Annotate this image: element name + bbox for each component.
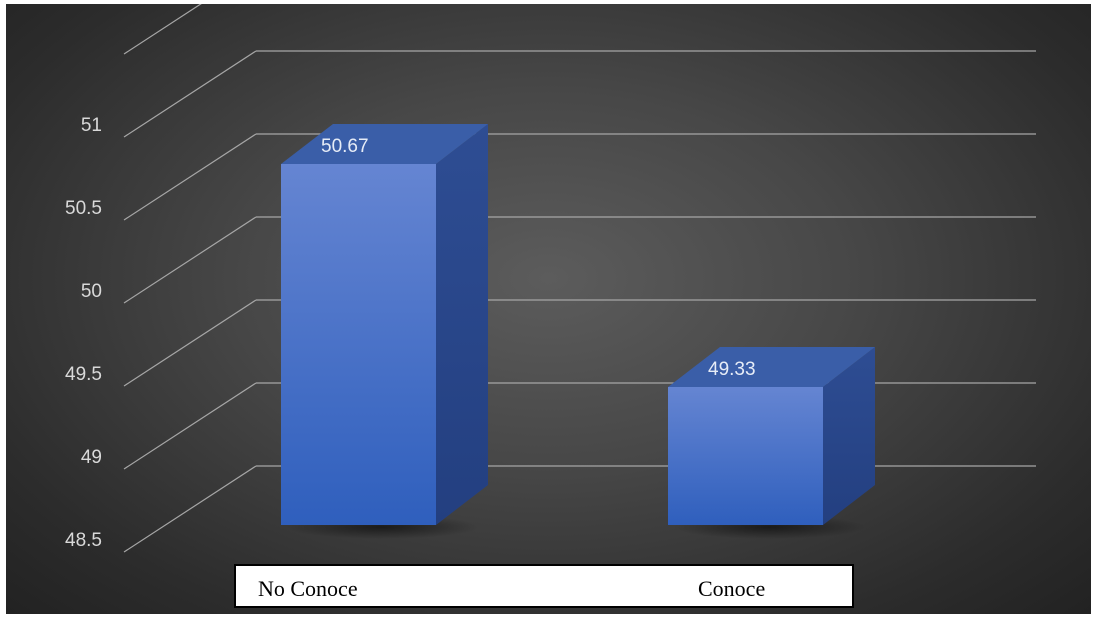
gridline-diagonal — [123, 465, 257, 553]
gridline-diagonal — [123, 133, 257, 221]
gridline-diagonal — [123, 4, 202, 55]
bar-side-face — [436, 124, 488, 525]
x-axis-category-box: No Conoce Conoce — [234, 564, 854, 608]
y-tick-label: 50 — [81, 281, 102, 302]
column-chart: 48.5 49 49.5 50 50.5 51 50.67 49.33 — [65, 4, 1036, 553]
data-label: 49.33 — [708, 359, 756, 380]
gridlines — [123, 4, 1036, 553]
y-tick-label: 50.5 — [65, 198, 102, 219]
data-label: 50.67 — [321, 136, 369, 157]
chart-area: 48.5 49 49.5 50 50.5 51 50.67 49.33 No Conoce … — [6, 4, 1091, 614]
gridline-diagonal — [123, 299, 257, 387]
y-tick-label: 51 — [81, 115, 102, 136]
gridline-diagonal — [123, 382, 257, 470]
gridline-diagonal — [123, 50, 257, 138]
bar-top-face — [281, 124, 488, 164]
y-axis-ticks: 48.5 49 49.5 50 50.5 51 — [65, 115, 102, 551]
y-tick-label: 49 — [81, 447, 102, 468]
bars — [281, 124, 875, 539]
data-labels: 50.67 49.33 — [321, 136, 756, 380]
category-label-conoce: Conoce — [698, 576, 766, 601]
bar-no-conoce — [281, 164, 436, 525]
bar-side-face — [823, 347, 875, 525]
bar-conoce — [668, 387, 823, 525]
category-label-no-conoce: No Conoce — [258, 576, 358, 601]
bar-top-face — [668, 347, 875, 387]
y-tick-label: 48.5 — [65, 530, 102, 551]
y-tick-label: 49.5 — [65, 364, 102, 385]
gridline-diagonal — [123, 216, 257, 304]
